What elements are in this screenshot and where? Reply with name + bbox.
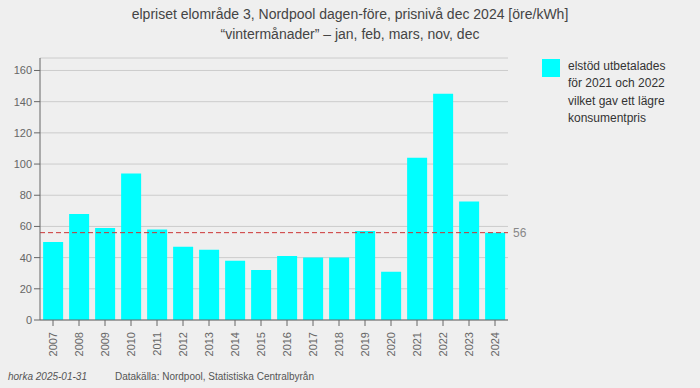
svg-text:2019: 2019 <box>359 332 371 356</box>
svg-text:2022: 2022 <box>437 332 449 356</box>
html-text:horka 2025-01-31: horka 2025-01-31 <box>8 371 87 382</box>
svg-text:2014: 2014 <box>229 332 241 356</box>
svg-text:40: 40 <box>20 252 32 264</box>
svg-text:120: 120 <box>14 127 32 139</box>
svg-text:2009: 2009 <box>99 332 111 356</box>
svg-text:2016: 2016 <box>281 332 293 356</box>
svg-text:140: 140 <box>14 96 32 108</box>
svg-text:2015: 2015 <box>255 332 267 356</box>
svg-text:20: 20 <box>20 283 32 295</box>
svg-text:2017: 2017 <box>307 332 319 356</box>
svg-text:2018: 2018 <box>333 332 345 356</box>
svg-text:2021: 2021 <box>411 332 423 356</box>
svg-text:2024: 2024 <box>489 332 501 356</box>
svg-text:2013: 2013 <box>203 332 215 356</box>
svg-text:56: 56 <box>513 226 527 240</box>
html-text:elstöd utbetalades för 2021 oc: elstöd utbetalades för 2021 och 2022 vil… <box>568 59 666 126</box>
html-text:elpriset elområde 3, Nordpool: elpriset elområde 3, Nordpool dagen-före… <box>131 6 569 22</box>
svg-text:2023: 2023 <box>463 332 475 356</box>
svg-text:0: 0 <box>26 314 32 326</box>
svg-text:100: 100 <box>14 158 32 170</box>
html-text:“vintermånader” – jan, feb, ma: “vintermånader” – jan, feb, mars, nov, d… <box>220 26 480 42</box>
svg-text:2008: 2008 <box>73 332 85 356</box>
svg-text:2011: 2011 <box>151 332 163 356</box>
svg-text:2020: 2020 <box>385 332 397 356</box>
html-text:Datakälla: Nordpool, Statistis: Datakälla: Nordpool, Statistiska Central… <box>115 371 314 382</box>
svg-text:2012: 2012 <box>177 332 189 356</box>
svg-text:160: 160 <box>14 64 32 76</box>
svg-text:2010: 2010 <box>125 332 137 356</box>
svg-text:80: 80 <box>20 189 32 201</box>
svg-text:60: 60 <box>20 220 32 232</box>
svg-text:2007: 2007 <box>47 332 59 356</box>
